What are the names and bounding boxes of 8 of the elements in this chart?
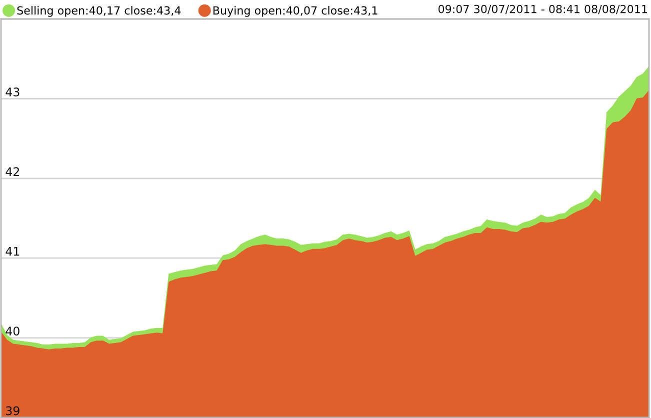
y-tick-label: 40 [6, 326, 20, 336]
y-tick-label: 41 [6, 247, 20, 256]
y-tick-label: 42 [6, 167, 20, 176]
text: 09:07 30/07/2011 - 08:41 08/08/2011 [438, 4, 647, 14]
y-tick-label: 43 [6, 87, 20, 96]
y-tick-label: 39 [6, 406, 20, 416]
legend-label: Buying open:40,07 close:43,1 [213, 6, 378, 17]
legend-label: Selling open:40,17 close:43,4 [17, 6, 181, 17]
